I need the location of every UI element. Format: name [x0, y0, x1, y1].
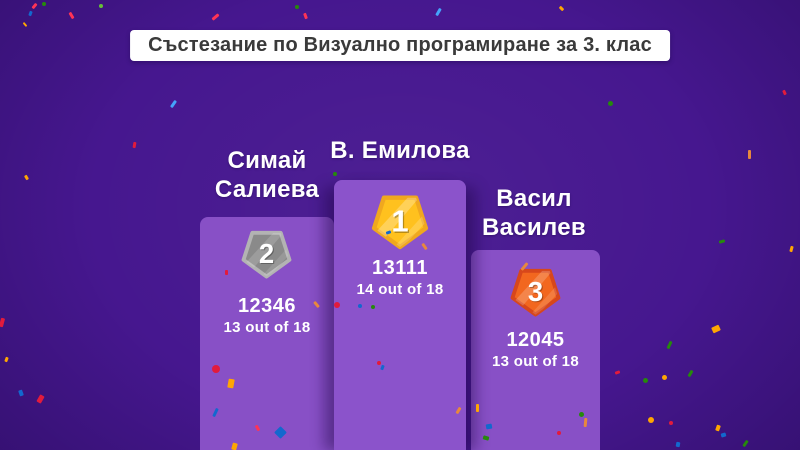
confetti-piece [718, 239, 726, 244]
confetti-piece [789, 245, 794, 253]
confetti-piece [675, 441, 681, 448]
silver-rank-number: 2 [259, 238, 274, 269]
confetti-piece [31, 2, 38, 10]
quiz-title-banner: Състезание по Визуално програмиране за 3… [130, 30, 670, 61]
bronze-medal-icon: 3 3 [508, 264, 563, 319]
confetti-piece [303, 12, 308, 20]
confetti-piece [4, 356, 9, 363]
confetti-piece [211, 13, 220, 21]
confetti-piece [42, 2, 46, 6]
gold-rank-shadow: 1 [393, 205, 410, 240]
confetti-piece [748, 150, 751, 159]
confetti-piece [720, 432, 727, 438]
score-points-first: 13111 [372, 257, 428, 279]
confetti-piece [0, 317, 6, 328]
bronze-rank-shadow: 3 [529, 277, 544, 308]
confetti-piece [782, 89, 787, 96]
confetti-piece [558, 5, 565, 12]
player-name-third-place: Васил Василев [482, 185, 586, 241]
confetti-piece [169, 99, 178, 109]
confetti-piece [435, 7, 442, 17]
silver-medal-icon: 2 2 [239, 226, 294, 281]
confetti-piece [23, 174, 30, 181]
silver-rank-shadow: 2 [260, 239, 275, 270]
score-block-first-place: 13111 14 out of 18 [334, 257, 466, 300]
confetti-piece [132, 141, 137, 149]
gold-rank-number: 1 [391, 204, 408, 239]
confetti-piece [687, 369, 694, 378]
score-points-second: 12346 [237, 295, 297, 317]
confetti-piece [742, 439, 749, 448]
confetti-piece [662, 375, 667, 380]
score-block-second-place: 12346 13 out of 18 [200, 295, 334, 338]
confetti-piece [669, 421, 673, 425]
confetti-piece [648, 417, 654, 423]
player-name-first-place: В. Емилова [330, 137, 470, 164]
score-correct-third: 13 out of 18 [492, 353, 579, 370]
confetti-piece [28, 10, 33, 17]
confetti-piece [99, 4, 103, 8]
quiz-title: Състезание по Визуално програмиране за 3… [148, 34, 652, 56]
gold-medal-icon: 1 1 [369, 190, 431, 252]
confetti-piece [711, 324, 721, 334]
confetti-piece [18, 389, 24, 397]
confetti-piece [22, 21, 28, 28]
confetti-piece [68, 11, 75, 20]
player-name-second-place: Симай Салиева [214, 147, 320, 203]
score-correct-second: 13 out of 18 [223, 319, 311, 336]
confetti-piece [715, 424, 721, 432]
confetti-piece [666, 340, 673, 350]
confetti-piece [36, 394, 45, 404]
score-correct-first: 14 out of 18 [356, 281, 444, 298]
confetti-piece [295, 5, 299, 9]
bronze-rank-number: 3 [528, 276, 543, 307]
confetti-piece [608, 101, 613, 106]
score-block-third-place: 12045 13 out of 18 [471, 329, 600, 372]
score-points-third: 12045 [506, 329, 565, 351]
confetti-piece [614, 370, 621, 375]
confetti-piece [643, 378, 648, 383]
